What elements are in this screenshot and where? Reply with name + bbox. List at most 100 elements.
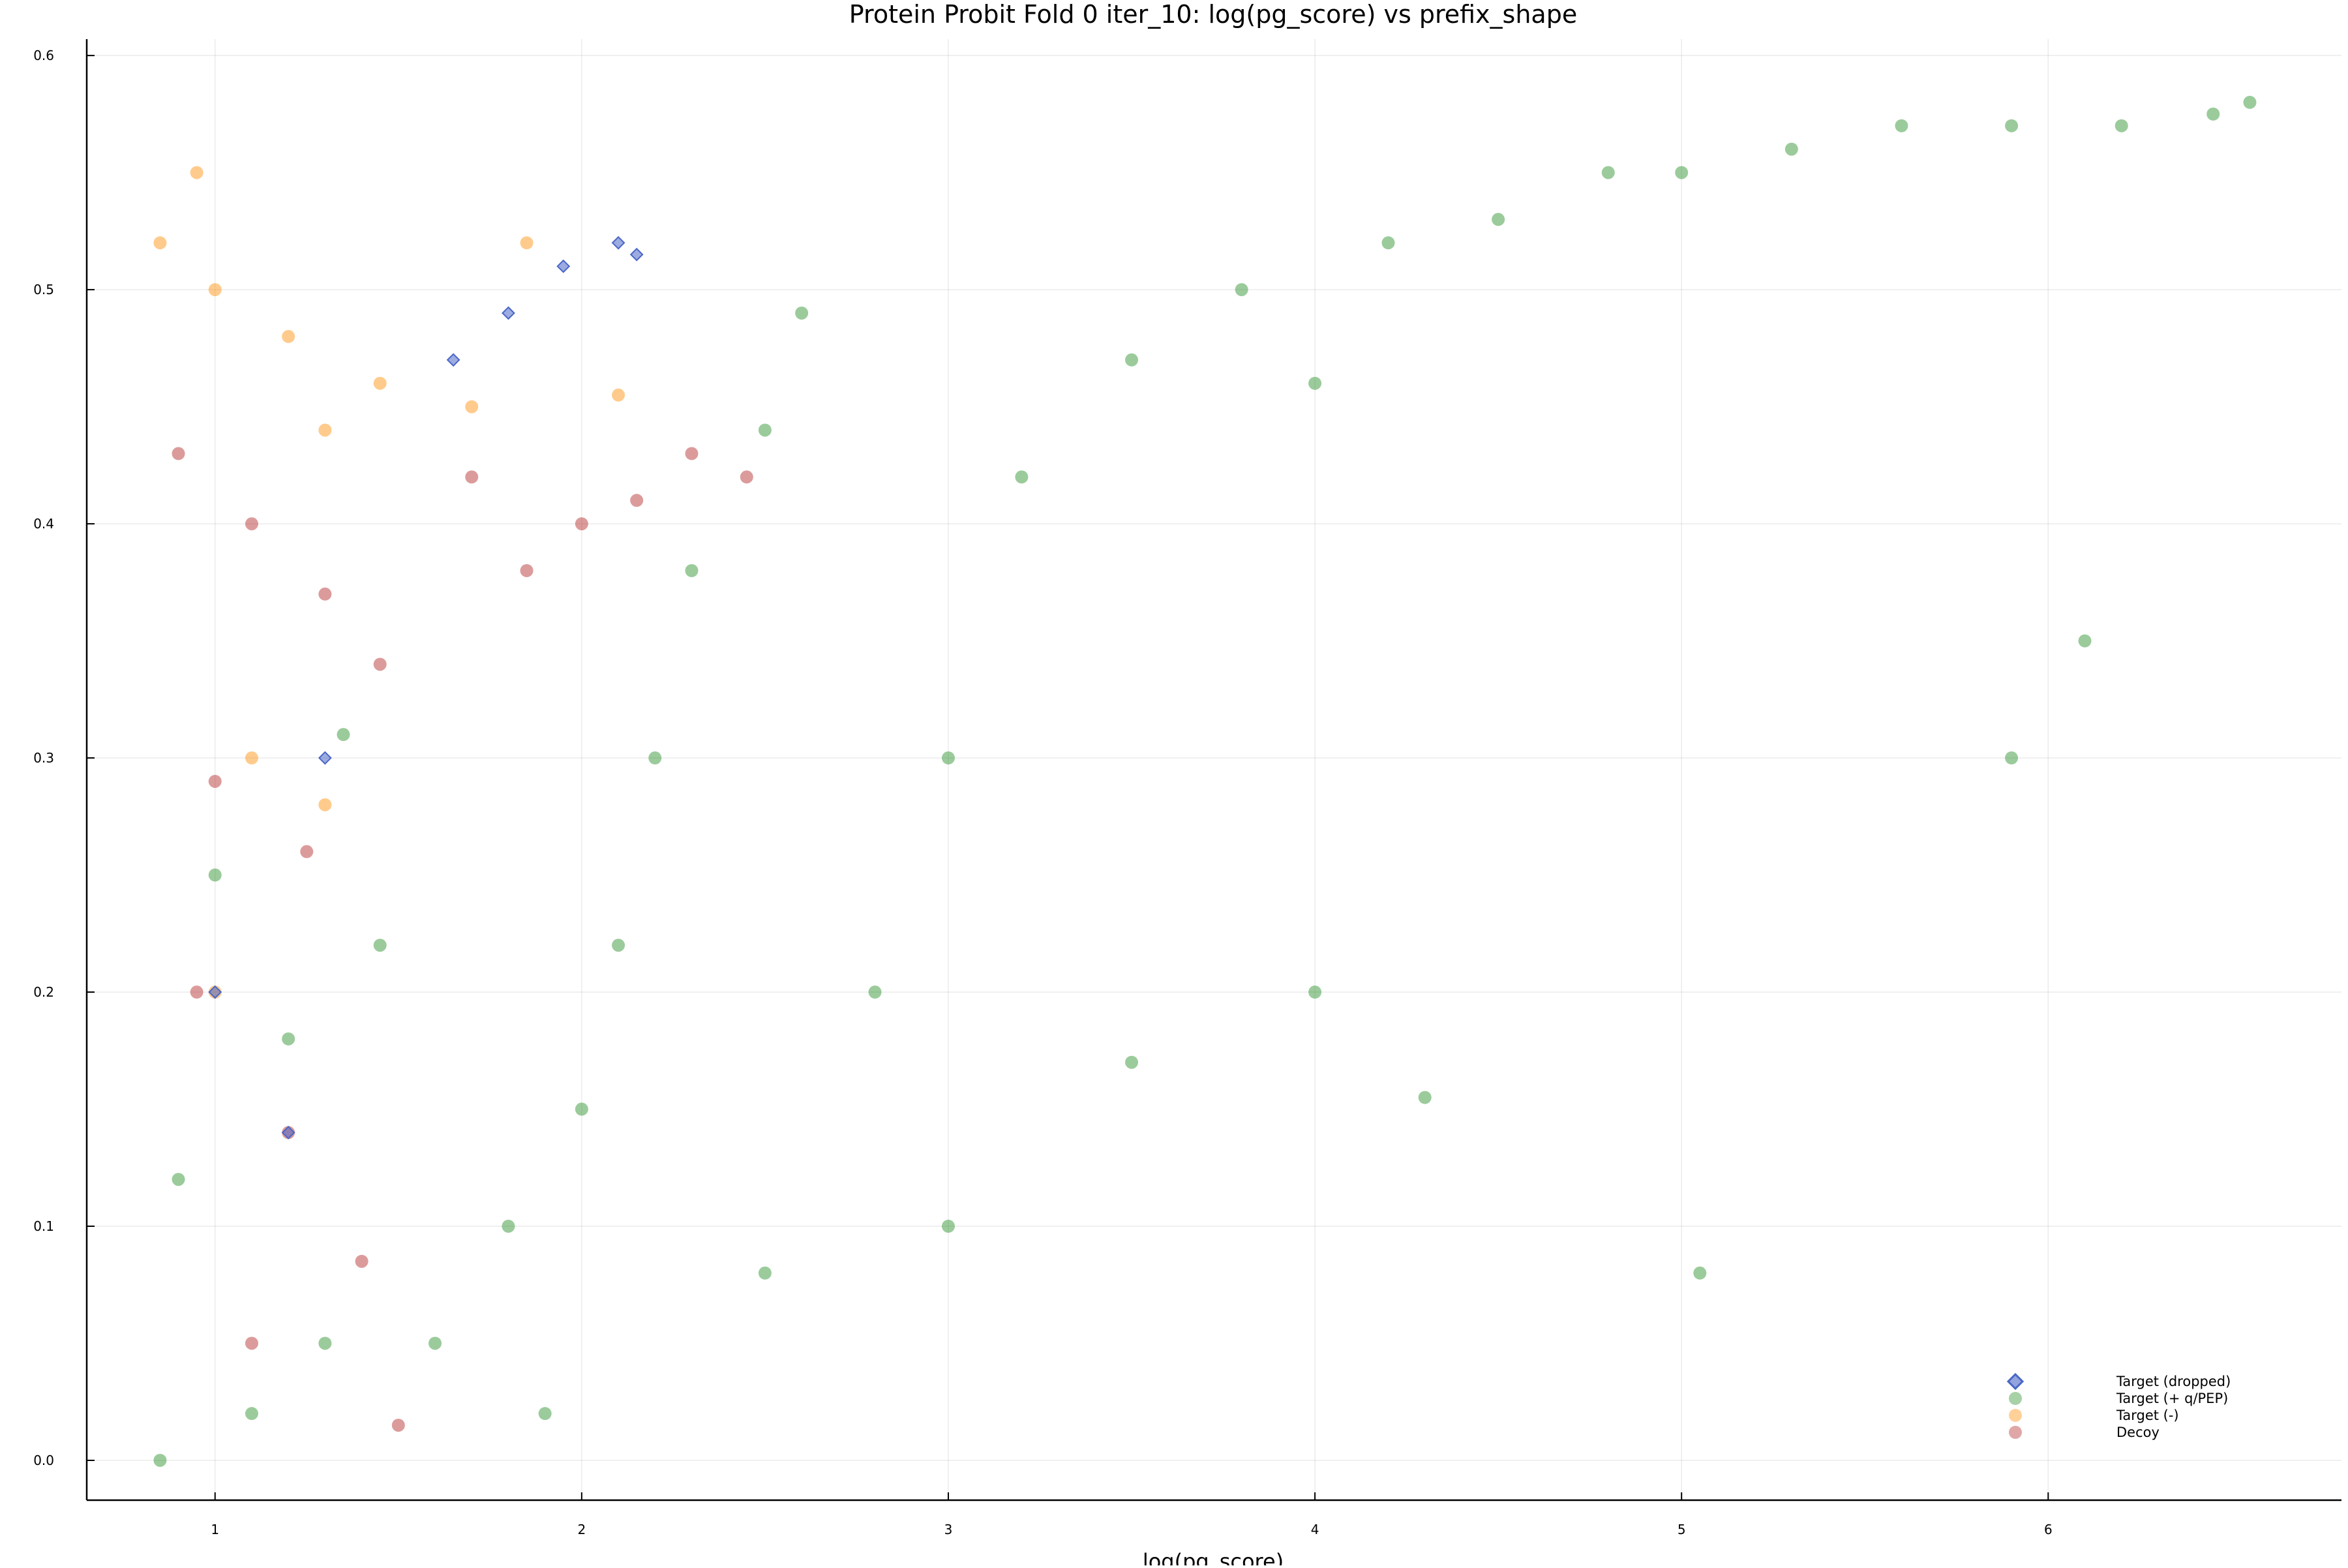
grid-layer bbox=[87, 39, 2341, 1500]
data-point bbox=[648, 751, 662, 765]
data-point bbox=[575, 517, 588, 531]
data-point bbox=[520, 236, 534, 250]
x-tick-label: 1 bbox=[211, 1522, 219, 1537]
data-point bbox=[2115, 119, 2128, 132]
data-point bbox=[1418, 1091, 1432, 1104]
y-tick-label: 0.0 bbox=[33, 1453, 54, 1468]
data-point bbox=[172, 447, 185, 460]
data-point bbox=[2005, 119, 2019, 132]
data-point bbox=[758, 423, 772, 437]
data-point bbox=[208, 868, 222, 882]
data-point bbox=[190, 166, 203, 179]
data-point bbox=[685, 564, 699, 577]
legend-label: Target (dropped) bbox=[2116, 1374, 2231, 1389]
legend-item: Decoy bbox=[2009, 1425, 2160, 1440]
data-point bbox=[245, 751, 258, 765]
data-point bbox=[391, 1419, 405, 1432]
data-point bbox=[612, 388, 625, 402]
x-axis-title: log(pg_score) bbox=[1143, 1549, 1284, 1565]
axes-layer bbox=[85, 39, 2341, 1501]
data-point bbox=[208, 774, 222, 788]
data-point bbox=[941, 751, 955, 765]
data-point bbox=[629, 247, 644, 262]
data-point bbox=[630, 494, 644, 507]
legend-marker bbox=[2009, 1426, 2022, 1439]
x-tick-label: 3 bbox=[944, 1522, 953, 1537]
data-point bbox=[1601, 166, 1615, 179]
legend-marker bbox=[2009, 1409, 2022, 1422]
data-point bbox=[318, 1336, 332, 1350]
legend: Target (dropped) Target (+ q/PEP) Target (… bbox=[2006, 1372, 2231, 1440]
data-point bbox=[795, 307, 809, 320]
legend-marker bbox=[2006, 1372, 2024, 1391]
data-point bbox=[1693, 1266, 1707, 1280]
data-point bbox=[1125, 1055, 1139, 1069]
data-point bbox=[300, 845, 314, 858]
data-point bbox=[153, 1453, 167, 1467]
data-point bbox=[1895, 119, 1908, 132]
data-point bbox=[538, 1407, 552, 1421]
data-point bbox=[520, 564, 534, 577]
data-point bbox=[1675, 166, 1689, 179]
data-point bbox=[465, 470, 479, 484]
points-layer bbox=[153, 95, 2257, 1467]
data-point bbox=[502, 1220, 515, 1233]
data-point bbox=[190, 986, 203, 999]
data-point bbox=[281, 1125, 295, 1139]
data-point bbox=[611, 235, 625, 250]
data-point bbox=[208, 283, 222, 297]
legend-label: Decoy bbox=[2116, 1425, 2160, 1440]
data-point bbox=[941, 1220, 955, 1233]
y-tick-label: 0.2 bbox=[33, 984, 54, 1000]
data-point bbox=[1381, 236, 1395, 250]
data-point bbox=[282, 1032, 295, 1046]
series-target-dropped- bbox=[208, 235, 644, 1139]
data-point bbox=[612, 939, 625, 952]
data-point bbox=[282, 329, 295, 343]
x-tick-label: 6 bbox=[2044, 1522, 2053, 1537]
data-point bbox=[1784, 142, 1798, 156]
legend-item: Target (dropped) bbox=[2006, 1372, 2231, 1391]
chart-title: Protein Probit Fold 0 iter_10: log(pg_sc… bbox=[849, 0, 1577, 29]
legend-item: Target (+ q/PEP) bbox=[2009, 1391, 2228, 1406]
y-tick-label: 0.4 bbox=[33, 516, 54, 532]
data-point bbox=[373, 376, 387, 390]
legend-label: Target (+ q/PEP) bbox=[2116, 1391, 2228, 1406]
data-point bbox=[465, 400, 479, 414]
data-point bbox=[318, 423, 332, 437]
data-point bbox=[318, 798, 332, 811]
data-point bbox=[575, 1102, 588, 1116]
data-point bbox=[556, 259, 571, 273]
series-decoy bbox=[172, 447, 753, 1432]
data-point bbox=[868, 986, 882, 999]
data-point bbox=[740, 470, 753, 484]
data-point bbox=[446, 353, 460, 367]
data-point bbox=[245, 517, 258, 531]
data-point bbox=[1308, 376, 1322, 390]
legend-label: Target (-) bbox=[2116, 1408, 2179, 1423]
data-point bbox=[1308, 986, 1322, 999]
data-point bbox=[2206, 107, 2220, 121]
data-point bbox=[2078, 634, 2092, 648]
data-point bbox=[318, 587, 332, 601]
data-point bbox=[1015, 470, 1029, 484]
data-point bbox=[208, 985, 222, 999]
data-point bbox=[318, 751, 332, 765]
data-point bbox=[245, 1407, 258, 1421]
x-tick-label: 2 bbox=[577, 1522, 586, 1537]
y-tick-label: 0.6 bbox=[33, 48, 54, 63]
data-point bbox=[172, 1173, 185, 1186]
data-point bbox=[1235, 283, 1248, 297]
series-target-q-pep- bbox=[153, 95, 2257, 1467]
y-tick-label: 0.1 bbox=[33, 1218, 54, 1234]
data-point bbox=[153, 236, 167, 250]
data-point bbox=[373, 939, 387, 952]
data-point bbox=[337, 728, 350, 742]
data-point bbox=[2005, 751, 2019, 765]
data-point bbox=[373, 657, 387, 671]
data-point bbox=[2243, 95, 2257, 109]
data-point bbox=[245, 1336, 258, 1350]
